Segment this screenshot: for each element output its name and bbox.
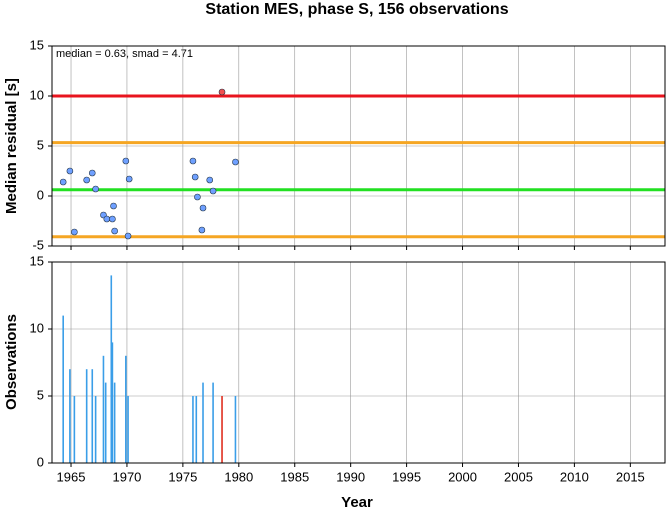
x-axis-label: Year <box>341 494 373 511</box>
x-tick-label: 1970 <box>112 469 141 484</box>
bar <box>91 369 94 463</box>
point <box>194 193 201 201</box>
bar <box>113 382 116 463</box>
bar <box>62 315 64 463</box>
point <box>206 176 214 184</box>
point <box>110 202 117 210</box>
point <box>83 176 90 184</box>
bar <box>195 396 198 463</box>
x-tick-label: 1980 <box>224 469 253 484</box>
point <box>125 175 133 183</box>
point <box>218 88 226 96</box>
point <box>111 227 118 235</box>
bar <box>234 396 237 463</box>
plot-frame <box>51 45 666 247</box>
bar <box>73 396 76 463</box>
bar <box>221 396 223 463</box>
x-tick-label: 2005 <box>504 469 533 484</box>
bar <box>127 396 129 463</box>
point <box>232 158 239 166</box>
point <box>209 187 217 195</box>
bar <box>102 355 105 463</box>
y-tick-label: 15 <box>30 37 44 52</box>
point <box>189 157 197 165</box>
point <box>88 169 96 177</box>
y-tick-label: 5 <box>37 137 44 152</box>
point <box>122 157 130 165</box>
bar <box>212 382 214 463</box>
annotation: median = 0.63, smad = 4.71 <box>56 48 193 60</box>
point <box>198 226 206 234</box>
y-tick-label: 0 <box>37 187 44 202</box>
bar <box>69 369 71 463</box>
y-tick-label: 0 <box>37 454 44 469</box>
x-tick-label: 1990 <box>336 469 365 484</box>
point <box>191 173 199 181</box>
x-tick-label: 2000 <box>448 469 477 484</box>
point <box>103 215 111 223</box>
x-tick-label: 2015 <box>616 469 645 484</box>
bar <box>111 342 114 463</box>
y-tick-label: 10 <box>30 87 44 102</box>
y-axis-label: Median residual [s] <box>3 78 20 214</box>
x-tick-label: 1985 <box>280 469 309 484</box>
x-tick-label: 1995 <box>392 469 421 484</box>
chart-title: Station MES, phase S, 156 observations <box>205 1 508 18</box>
bar <box>110 275 113 463</box>
point <box>199 204 207 212</box>
y-tick-label: 5 <box>37 387 44 402</box>
point <box>109 215 116 223</box>
bar <box>94 396 97 463</box>
plot-frame <box>51 261 666 464</box>
x-tick-label: 1975 <box>168 469 197 484</box>
y-axis-label: Observations <box>3 314 20 410</box>
bar <box>85 369 88 463</box>
bar <box>104 382 107 463</box>
point <box>66 167 74 175</box>
point <box>92 185 99 193</box>
bar <box>202 382 204 463</box>
x-tick-label: 2010 <box>560 469 589 484</box>
bar <box>125 355 127 463</box>
x-tick-label: 1965 <box>57 469 86 484</box>
point <box>59 178 67 186</box>
point <box>71 228 78 236</box>
y-tick-label: -5 <box>32 237 44 252</box>
bar <box>192 396 194 463</box>
y-tick-label: 15 <box>30 253 44 268</box>
y-tick-label: 10 <box>30 320 44 335</box>
point <box>124 232 132 240</box>
